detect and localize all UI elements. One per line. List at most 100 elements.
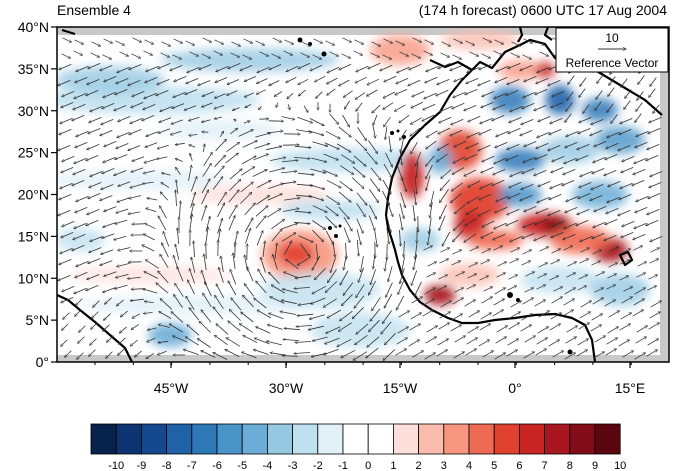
wind-vector (160, 206, 167, 219)
anomaly-blob (590, 274, 650, 306)
wind-vector (341, 294, 353, 305)
wind-vector (510, 52, 520, 57)
wind-vector (611, 114, 618, 124)
colorbar-label: 1 (390, 460, 396, 471)
colorbar-label: -8 (162, 460, 172, 471)
wind-vector (438, 127, 451, 134)
wind-vector (508, 128, 521, 133)
wind-vector (548, 80, 561, 85)
wind-vector (242, 352, 257, 359)
wind-vector (524, 288, 534, 293)
wind-vector (102, 233, 115, 239)
wind-vector (563, 169, 576, 174)
wind-vector (553, 287, 563, 292)
wind-vector (441, 41, 451, 46)
wind-vector (437, 153, 448, 162)
wind-vector (410, 117, 422, 125)
wind-vector (370, 167, 381, 181)
wind-vector (537, 67, 550, 72)
wind-vector (230, 52, 240, 57)
wind-vector (370, 269, 376, 284)
wind-vector (412, 90, 425, 96)
wind-vector (158, 341, 169, 342)
wind-vector (297, 116, 313, 123)
wind-vector (633, 246, 643, 251)
wind-vector (86, 90, 99, 95)
missing-data-bottom (57, 355, 669, 362)
wind-vector (399, 149, 402, 165)
wind-vector (506, 350, 518, 357)
wind-vector (646, 220, 659, 225)
wind-vector (355, 92, 366, 100)
wind-vector (240, 65, 253, 70)
wind-vector (508, 63, 521, 68)
wind-vector (495, 337, 507, 344)
wind-vector (591, 314, 603, 321)
wind-vector (478, 144, 491, 150)
wind-vector (399, 114, 410, 122)
wind-vector (454, 76, 467, 81)
wind-vector (618, 210, 631, 215)
wind-vector (580, 171, 593, 176)
colorbar-label: 2 (416, 460, 422, 471)
wind-vector (294, 211, 311, 212)
wind-vector (552, 351, 564, 358)
wind-vector (156, 283, 169, 294)
wind-vector (215, 139, 227, 151)
wind-vector (92, 311, 99, 319)
wind-vector (646, 350, 658, 357)
wind-vector (577, 286, 587, 291)
wind-vector (128, 145, 141, 151)
wind-vector (295, 275, 311, 278)
wind-vector (496, 195, 509, 201)
wind-vector (415, 281, 422, 296)
wind-vector (101, 184, 114, 190)
wind-vector (650, 236, 663, 241)
wind-vector (592, 168, 605, 173)
wind-vector (620, 313, 632, 320)
wind-vector (145, 142, 158, 147)
wind-vector (117, 132, 130, 137)
wind-vector (354, 39, 364, 44)
wind-vector (399, 51, 409, 56)
wind-vector (216, 284, 225, 299)
wind-vector (440, 105, 453, 111)
wind-vector (65, 350, 72, 358)
wind-vector (579, 88, 586, 98)
wind-vector (416, 162, 419, 178)
wind-vector (430, 191, 435, 207)
wind-vector (177, 228, 180, 245)
wind-vector (595, 101, 602, 111)
wind-vector (580, 248, 590, 253)
wind-vector (89, 117, 102, 122)
wind-vector (621, 78, 628, 88)
wind-vector (382, 54, 392, 59)
wind-vector (322, 169, 338, 176)
wind-vector (386, 282, 393, 298)
wind-vector (282, 289, 298, 294)
wind-vector (509, 117, 522, 122)
wind-vector (386, 228, 389, 244)
wind-vector (352, 307, 364, 318)
wind-vector (453, 352, 465, 359)
wind-vector (606, 338, 618, 345)
wind-vector (225, 349, 240, 357)
wind-vector (440, 189, 449, 202)
wind-vector (344, 100, 350, 109)
wind-vector (356, 102, 363, 111)
wind-vector (426, 130, 438, 138)
wind-vector (324, 142, 340, 149)
lon-tick-label: 30°W (269, 380, 304, 396)
wind-vector (356, 229, 361, 244)
wind-vector (597, 74, 604, 84)
wind-vector (87, 144, 100, 149)
colorbar-swatch (115, 423, 142, 455)
wind-vector (86, 155, 99, 160)
wind-vector (493, 168, 506, 174)
wind-vector (468, 115, 481, 121)
wind-vector (259, 51, 269, 56)
wind-vector (386, 201, 393, 217)
wind-vector (253, 154, 269, 161)
wind-vector (537, 274, 547, 279)
